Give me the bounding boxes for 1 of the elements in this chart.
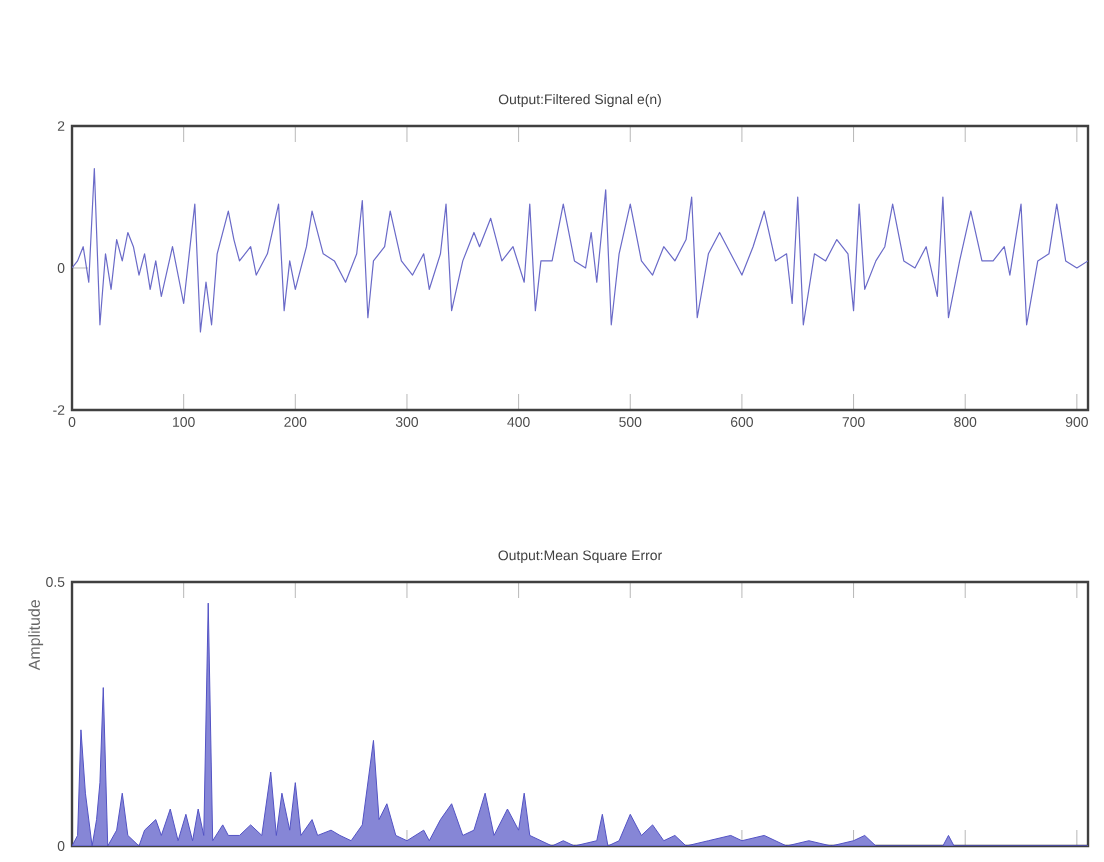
line-series xyxy=(72,167,1089,333)
